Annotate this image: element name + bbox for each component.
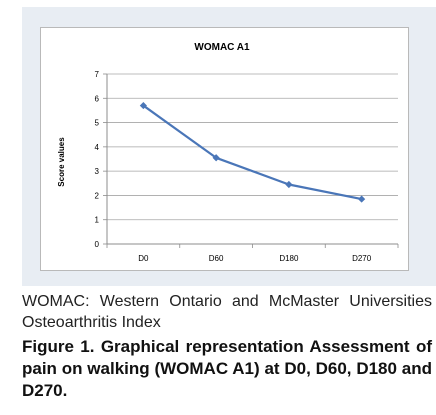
y-tick-label-7: 7	[95, 70, 100, 79]
axes	[103, 73, 399, 248]
abbreviation-note: WOMAC: Western Ontario and McMaster Univ…	[22, 293, 432, 331]
y-tick-labels: 0 1 2 3 4 5 6 7	[95, 70, 100, 249]
figure-panel: WOMAC A1 Score values 0 1 2 3 4 5 6 7 D0 D60 D180…	[22, 7, 436, 286]
x-tick-labels: D0 D60 D180 D270	[138, 254, 371, 263]
series-line-0	[142, 104, 362, 201]
data-point-D270	[358, 195, 366, 203]
data-point-D180	[285, 180, 293, 189]
data-point-D60	[212, 154, 220, 162]
y-tick-label-3: 3	[95, 167, 100, 176]
data-points	[139, 101, 366, 203]
y-tick-label-2: 2	[95, 191, 100, 200]
y-tick-label-6: 6	[95, 94, 100, 103]
y-axis-title: Score values	[57, 137, 66, 187]
x-tick-label-D180: D180	[279, 254, 299, 263]
y-tick-label-4: 4	[95, 143, 100, 152]
chart-area: WOMAC A1 Score values 0 1 2 3 4 5 6 7 D0 D60 D180…	[40, 27, 409, 271]
y-tick-label-0: 0	[95, 240, 100, 249]
x-tick-label-D60: D60	[209, 254, 224, 263]
y-tick-label-5: 5	[95, 119, 100, 128]
x-tick-label-D0: D0	[138, 254, 149, 263]
data-point-D0	[139, 101, 147, 110]
x-tick-label-D270: D270	[352, 254, 372, 263]
y-tick-label-1: 1	[95, 216, 100, 225]
line-chart: WOMAC A1 Score values 0 1 2 3 4 5 6 7 D0 D60 D180…	[57, 42, 399, 263]
series-line	[142, 104, 362, 201]
figure-caption: Figure 1. Graphical representation Asses…	[22, 337, 432, 400]
chart-title: WOMAC A1	[194, 42, 250, 53]
